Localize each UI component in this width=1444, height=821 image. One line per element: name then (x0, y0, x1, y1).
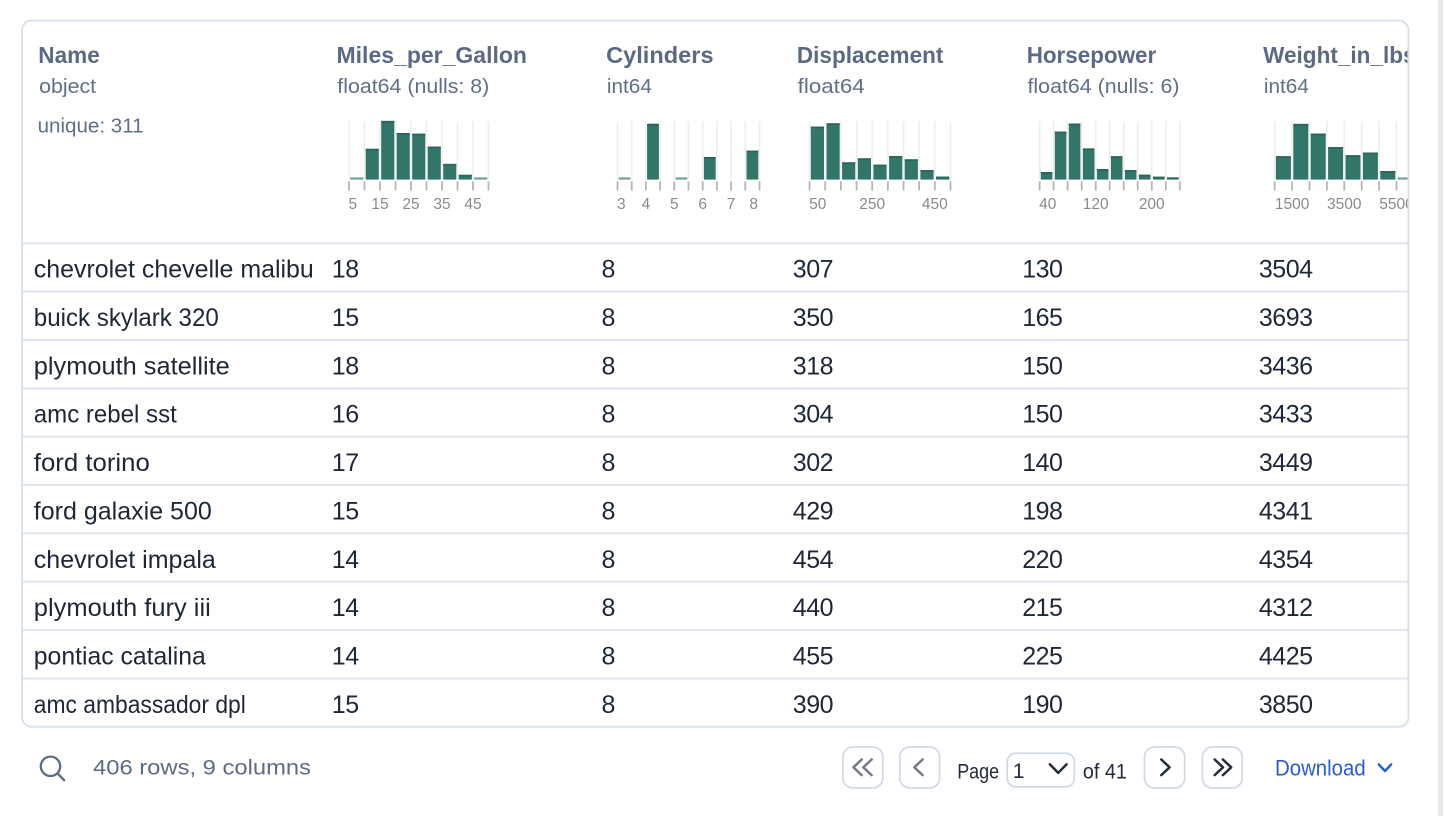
svg-text:50: 50 (809, 196, 827, 213)
svg-text:15: 15 (371, 196, 388, 213)
svg-text:pontiac catalina: pontiac catalina (34, 642, 206, 670)
svg-text:165: 165 (1022, 304, 1062, 332)
svg-text:14: 14 (332, 594, 359, 622)
svg-text:6: 6 (698, 196, 707, 213)
svg-text:8: 8 (602, 256, 615, 284)
svg-text:140: 140 (1022, 449, 1062, 477)
svg-text:object: object (39, 75, 96, 98)
svg-text:3449: 3449 (1259, 449, 1313, 477)
svg-text:Weight_in_lbs: Weight_in_lbs (1263, 42, 1416, 68)
svg-text:220: 220 (1022, 546, 1062, 574)
svg-text:5: 5 (670, 196, 679, 213)
svg-text:318: 318 (793, 352, 833, 380)
svg-text:17: 17 (332, 449, 359, 477)
svg-text:unique: 311: unique: 311 (38, 114, 144, 137)
svg-text:float64 (nulls: 6): float64 (nulls: 6) (1028, 75, 1180, 98)
svg-text:150: 150 (1022, 401, 1062, 429)
svg-text:Page: Page (957, 760, 999, 783)
svg-text:Miles_per_Gallon: Miles_per_Gallon (337, 42, 528, 68)
svg-text:120: 120 (1083, 196, 1109, 213)
svg-text:350: 350 (793, 304, 833, 332)
svg-text:35: 35 (433, 196, 450, 213)
svg-text:8: 8 (602, 497, 615, 525)
svg-text:1500: 1500 (1275, 196, 1310, 213)
svg-text:Download: Download (1275, 756, 1366, 781)
svg-text:3433: 3433 (1259, 401, 1313, 429)
svg-text:4: 4 (642, 196, 651, 213)
svg-text:ford galaxie 500: ford galaxie 500 (34, 497, 212, 525)
svg-text:14: 14 (332, 642, 359, 670)
svg-text:plymouth satellite: plymouth satellite (34, 352, 230, 380)
svg-text:250: 250 (859, 196, 885, 213)
svg-text:15: 15 (332, 497, 359, 525)
svg-text:buick skylark 320: buick skylark 320 (34, 304, 219, 332)
svg-text:ford torino: ford torino (34, 449, 150, 477)
svg-text:454: 454 (793, 546, 834, 574)
svg-text:8: 8 (602, 449, 615, 477)
svg-text:18: 18 (332, 256, 359, 284)
svg-text:3500: 3500 (1327, 196, 1362, 213)
svg-text:3504: 3504 (1259, 256, 1313, 284)
svg-text:190: 190 (1022, 691, 1062, 719)
svg-text:8: 8 (602, 642, 615, 670)
svg-text:3693: 3693 (1259, 304, 1313, 332)
svg-text:200: 200 (1139, 196, 1165, 213)
svg-text:440: 440 (793, 594, 833, 622)
svg-text:390: 390 (793, 691, 833, 719)
svg-text:8: 8 (749, 196, 758, 213)
svg-text:304: 304 (793, 401, 834, 429)
svg-text:429: 429 (793, 497, 833, 525)
svg-text:4312: 4312 (1259, 594, 1313, 622)
svg-text:45: 45 (464, 196, 481, 213)
svg-text:4341: 4341 (1259, 497, 1313, 525)
svg-text:8: 8 (602, 594, 615, 622)
svg-text:int64: int64 (1264, 75, 1309, 98)
svg-text:18: 18 (332, 352, 359, 380)
svg-text:chevrolet impala: chevrolet impala (34, 546, 216, 574)
svg-text:130: 130 (1022, 256, 1062, 284)
svg-text:150: 150 (1022, 352, 1062, 380)
svg-text:1: 1 (1013, 760, 1025, 783)
svg-text:Horsepower: Horsepower (1027, 42, 1157, 68)
svg-text:8: 8 (602, 546, 615, 574)
svg-text:307: 307 (793, 256, 833, 284)
svg-text:Displacement: Displacement (797, 42, 944, 68)
svg-text:455: 455 (793, 642, 833, 670)
svg-text:amc ambassador dpl: amc ambassador dpl (34, 691, 246, 719)
svg-text:Cylinders: Cylinders (606, 42, 714, 68)
svg-text:float64: float64 (798, 75, 865, 98)
svg-text:5: 5 (349, 196, 358, 213)
svg-text:3436: 3436 (1259, 352, 1313, 380)
svg-text:15: 15 (332, 691, 359, 719)
svg-text:40: 40 (1039, 196, 1057, 213)
svg-text:25: 25 (402, 196, 419, 213)
svg-text:3: 3 (617, 196, 626, 213)
svg-text:amc rebel sst: amc rebel sst (34, 401, 177, 429)
svg-text:15: 15 (332, 304, 359, 332)
svg-text:7: 7 (727, 196, 736, 213)
svg-text:3850: 3850 (1259, 691, 1313, 719)
svg-text:198: 198 (1022, 497, 1062, 525)
svg-text:8: 8 (602, 304, 615, 332)
svg-text:225: 225 (1022, 642, 1062, 670)
svg-text:int64: int64 (607, 75, 652, 98)
svg-text:8: 8 (602, 352, 615, 380)
svg-text:chevrolet chevelle malibu: chevrolet chevelle malibu (34, 256, 314, 284)
svg-text:float64 (nulls: 8): float64 (nulls: 8) (337, 75, 489, 98)
svg-text:8: 8 (602, 401, 615, 429)
svg-text:215: 215 (1022, 594, 1062, 622)
svg-text:450: 450 (922, 196, 948, 213)
svg-text:4354: 4354 (1259, 546, 1313, 574)
svg-text:4425: 4425 (1259, 642, 1313, 670)
svg-text:Name: Name (38, 42, 100, 68)
svg-text:14: 14 (332, 546, 359, 574)
svg-text:406 rows, 9 columns: 406 rows, 9 columns (93, 756, 311, 779)
svg-text:of 41: of 41 (1083, 760, 1127, 783)
svg-text:302: 302 (793, 449, 833, 477)
svg-text:plymouth fury iii: plymouth fury iii (34, 594, 211, 622)
svg-text:5500: 5500 (1379, 196, 1414, 213)
svg-text:16: 16 (332, 401, 359, 429)
svg-text:8: 8 (602, 691, 615, 719)
